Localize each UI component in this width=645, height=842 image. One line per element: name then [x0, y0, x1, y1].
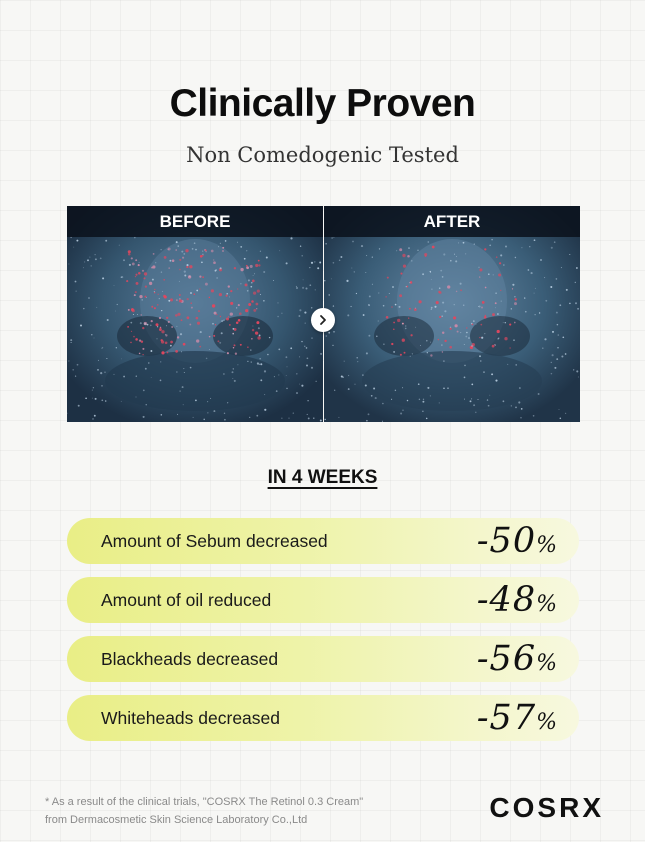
white-spots — [67, 235, 323, 422]
stat-label: Blackheads decreased — [101, 649, 279, 669]
footnote-line-1: * As a result of the clinical trials, "C… — [45, 796, 364, 808]
stat-label: Amount of Sebum decreased — [101, 531, 328, 551]
page-subtitle: Non Comedogenic Tested — [186, 143, 459, 167]
stat-value: -57% — [476, 698, 557, 738]
before-nose-image — [67, 206, 323, 422]
after-photo: AFTER — [324, 206, 580, 422]
after-nose-image — [324, 206, 580, 422]
footnote: * As a result of the clinical trials, "C… — [45, 793, 363, 829]
chevron-right-icon[interactable] — [311, 308, 335, 332]
stat-value: -50% — [476, 521, 557, 561]
red-spots — [126, 246, 261, 356]
page-title: Clinically Proven — [169, 82, 476, 125]
before-label: BEFORE — [67, 206, 323, 237]
footnote-line-2: from Dermacosmetic Skin Science Laborato… — [45, 814, 308, 826]
after-label: AFTER — [324, 206, 580, 237]
stat-value: -56% — [476, 639, 557, 679]
before-photo: BEFORE — [67, 206, 323, 422]
stat-value: -48% — [476, 580, 557, 620]
red-spots — [385, 245, 517, 357]
stat-row-sebum: Amount of Sebum decreased -50% — [67, 518, 579, 564]
results-heading: IN 4 WEEKS — [267, 467, 378, 488]
stat-row-oil: Amount of oil reduced -48% — [67, 577, 579, 623]
results-heading-wrap: IN 4 WEEKS — [0, 467, 645, 489]
white-spots — [324, 236, 580, 422]
stat-label: Amount of oil reduced — [101, 590, 272, 610]
stat-label: Whiteheads decreased — [101, 708, 280, 728]
stat-row-whiteheads: Whiteheads decreased -57% — [67, 695, 579, 741]
brand-logo: COSRX — [489, 792, 604, 823]
stat-row-blackheads: Blackheads decreased -56% — [67, 636, 579, 682]
